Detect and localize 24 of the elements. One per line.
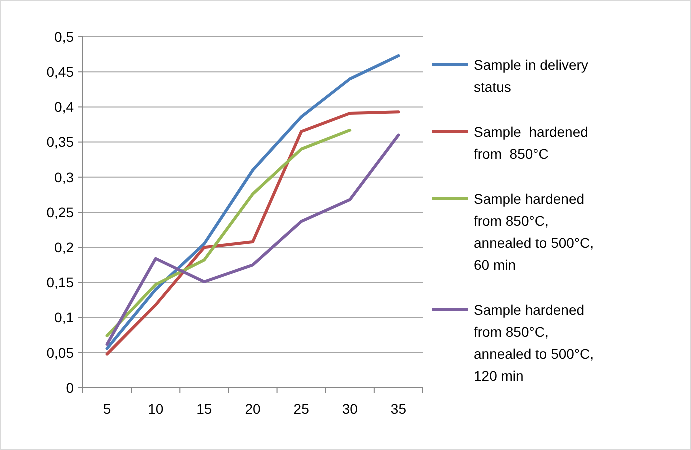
y-tick-label: 0,15 (46, 274, 74, 291)
y-tick-label: 0,1 (54, 310, 74, 326)
x-tick-label: 35 (390, 401, 407, 417)
x-tick-label: 25 (294, 401, 310, 417)
legend-label: Sample hardened from 850°C (474, 124, 588, 162)
y-tick-label: 0,45 (46, 64, 74, 80)
line-series (106, 128, 352, 338)
x-tick-label: 5 (103, 401, 112, 417)
y-tick-label: 0,3 (54, 169, 74, 186)
x-tick-label: 10 (148, 401, 164, 417)
legend-label: Sample hardened from 850°C, annealed to 500°C, 120 min (474, 302, 594, 384)
x-tick-label: 15 (196, 401, 212, 417)
y-tick-label: 0,4 (54, 99, 74, 116)
y-tick-label: 0,2 (54, 240, 74, 256)
line-series (106, 54, 400, 350)
y-tick-label: 0,5 (54, 28, 74, 45)
x-tick-label: 30 (342, 401, 358, 417)
x-tick-label: 20 (245, 401, 261, 417)
y-tick-label: 0,05 (46, 344, 74, 361)
legend-label: Sample in delivery status (474, 56, 588, 95)
legend-label: Sample hardened from 850°C, annealed to 500°C, 60 min (474, 190, 594, 273)
y-tick-label: 0,35 (46, 134, 74, 150)
y-tick-label: 0,25 (46, 204, 74, 220)
y-tick-label: 0 (66, 380, 74, 396)
